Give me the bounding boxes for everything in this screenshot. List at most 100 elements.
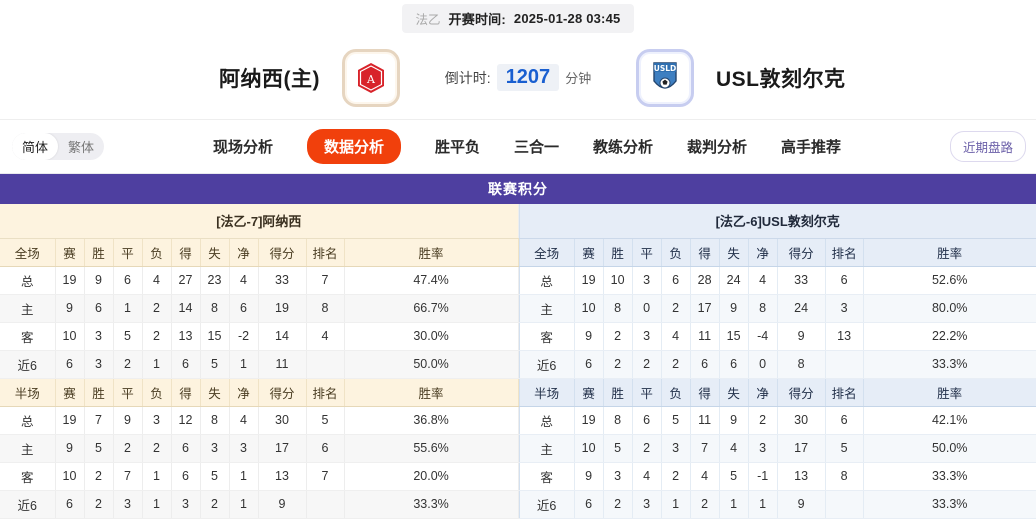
nav-tab-2[interactable]: 胜平负 xyxy=(434,139,480,156)
home-half-cell: 3 xyxy=(142,406,172,435)
teams-header: 阿纳西(主) A 倒计时: 1207 分钟 USLD USL敦刻尔克 xyxy=(0,36,1036,119)
home-half-col-header: 胜 xyxy=(84,378,114,407)
home-full-cell: 66.7% xyxy=(344,294,519,323)
away-full-col-header: 赛 xyxy=(574,238,604,267)
away-half-cell: 8 xyxy=(603,406,633,435)
home-full-cell: 5 xyxy=(113,322,143,351)
home-half-cell: 3 xyxy=(229,434,259,463)
countdown-label: 倒计时: xyxy=(444,70,491,86)
table-row: 客 10 2 7 1 6 5 1 13 7 20.0% xyxy=(0,462,519,491)
away-full-cell: 33.3% xyxy=(863,350,1036,379)
away-full-cell: 8 xyxy=(748,294,778,323)
away-half-col-header: 得 xyxy=(690,378,720,407)
away-half-cell: 33.3% xyxy=(863,490,1036,519)
home-table-team-title: [法乙-7]阿纳西 xyxy=(0,204,519,239)
away-half-col-header: 排名 xyxy=(825,378,864,407)
home-half-col-header: 胜率 xyxy=(344,378,519,407)
home-half-cell: 55.6% xyxy=(344,434,519,463)
lang-traditional-option[interactable]: 繁体 xyxy=(68,140,95,155)
away-full-cell: 6 xyxy=(574,350,604,379)
away-full-cell: 80.0% xyxy=(863,294,1036,323)
away-half-cell: 5 xyxy=(661,406,691,435)
home-half-cell: 4 xyxy=(229,406,259,435)
nav-tab-1[interactable]: 数据分析 xyxy=(306,129,401,164)
away-full-cell: 11 xyxy=(690,322,720,351)
home-half-cell: 6 xyxy=(306,434,345,463)
home-half-cell: 2 xyxy=(113,434,143,463)
away-full-cell: 33 xyxy=(777,266,826,295)
home-full-cell: 14 xyxy=(258,322,307,351)
away-full-cell: 6 xyxy=(661,266,691,295)
home-half-cell: 9 xyxy=(55,434,85,463)
countdown-value: 1207 xyxy=(496,64,560,91)
away-full-cell: 17 xyxy=(690,294,720,323)
away-full-cell: 2 xyxy=(661,350,691,379)
home-full-cell: 33 xyxy=(258,266,307,295)
home-full-cell: 3 xyxy=(84,350,114,379)
nav-tab-4[interactable]: 教练分析 xyxy=(593,139,654,156)
kickoff-pill: 法乙 开赛时间: 2025-01-28 03:45 xyxy=(401,3,635,33)
table-row: 总 19 9 6 4 27 23 4 33 7 47.4% xyxy=(0,266,519,295)
recent-odds-button[interactable]: 近期盘路 xyxy=(949,131,1026,162)
home-half-cell: 2 xyxy=(84,490,114,519)
home-full-cell: 4 xyxy=(142,266,172,295)
svg-text:A: A xyxy=(366,73,376,86)
lang-simplified-option[interactable]: 简体 xyxy=(12,133,59,160)
nav-tab-3[interactable]: 三合一 xyxy=(514,139,560,156)
table-row: 近6 6 2 2 2 6 6 0 8 33.3% xyxy=(519,350,1036,379)
away-team-block[interactable]: USLD USL敦刻尔克 xyxy=(636,48,1036,107)
away-half-cell: 3 xyxy=(603,462,633,491)
home-half-row-label: 近6 xyxy=(0,490,56,519)
home-full-cell: 2 xyxy=(142,322,172,351)
away-half-cell: 2 xyxy=(748,406,778,435)
home-full-col-header: 负 xyxy=(142,238,172,267)
away-half-cell: 5 xyxy=(825,434,864,463)
countdown-block: 倒计时: 1207 分钟 xyxy=(400,64,636,91)
away-full-col-header: 失 xyxy=(719,238,749,267)
home-full-cell: 14 xyxy=(171,294,201,323)
home-half-cell: 10 xyxy=(55,462,85,491)
kickoff-label: 开赛时间: xyxy=(448,11,506,27)
table-row: 近6 6 3 2 1 6 5 1 11 50.0% xyxy=(0,350,519,379)
nav-tab-6[interactable]: 高手推荐 xyxy=(781,139,842,156)
home-team-title-row: [法乙-7]阿纳西 xyxy=(0,204,519,239)
away-half-cell: 10 xyxy=(574,434,604,463)
away-full-cell: 4 xyxy=(748,266,778,295)
home-full-cell: 1 xyxy=(229,350,259,379)
table-row: 主 9 6 1 2 14 8 6 19 8 66.7% xyxy=(0,294,519,323)
home-half-cell xyxy=(306,490,345,519)
away-half-cell: 6 xyxy=(632,406,662,435)
home-full-cell: 27 xyxy=(171,266,201,295)
home-full-cell: 2 xyxy=(142,294,172,323)
home-half-cell: 9 xyxy=(258,490,307,519)
home-full-cell: 19 xyxy=(55,266,85,295)
nav-tab-0[interactable]: 现场分析 xyxy=(212,139,273,156)
home-full-cell: 1 xyxy=(142,350,172,379)
away-half-cell: -1 xyxy=(748,462,778,491)
home-half-cell: 30 xyxy=(258,406,307,435)
home-full-cell: 9 xyxy=(55,294,85,323)
home-half-col-header: 半场 xyxy=(0,378,56,407)
away-half-col-header: 净 xyxy=(748,378,778,407)
away-full-row-label: 总 xyxy=(519,266,575,295)
away-half-cell: 4 xyxy=(719,434,749,463)
away-half-cell: 13 xyxy=(777,462,826,491)
home-half-col-header: 赛 xyxy=(55,378,85,407)
away-full-col-header: 得 xyxy=(690,238,720,267)
away-full-cell: 10 xyxy=(574,294,604,323)
away-half-col-header: 得分 xyxy=(777,378,826,407)
away-full-cell: 9 xyxy=(574,322,604,351)
away-full-cell: 6 xyxy=(825,266,864,295)
home-half-cell: 8 xyxy=(200,406,230,435)
home-full-col-header: 全场 xyxy=(0,238,56,267)
nav-tab-5[interactable]: 裁判分析 xyxy=(687,139,748,156)
home-team-block[interactable]: 阿纳西(主) A xyxy=(0,48,400,107)
language-toggle[interactable]: 简体 繁体 xyxy=(12,133,105,160)
home-full-header-row: 全场赛胜平负得失净得分 排名 胜率 xyxy=(0,238,519,267)
home-half-col-header: 得分 xyxy=(258,378,307,407)
away-full-cell: 9 xyxy=(777,322,826,351)
home-full-cell: 9 xyxy=(84,266,114,295)
home-half-cell: 19 xyxy=(55,406,85,435)
away-half-col-header: 失 xyxy=(719,378,749,407)
home-half-cell: 3 xyxy=(200,434,230,463)
